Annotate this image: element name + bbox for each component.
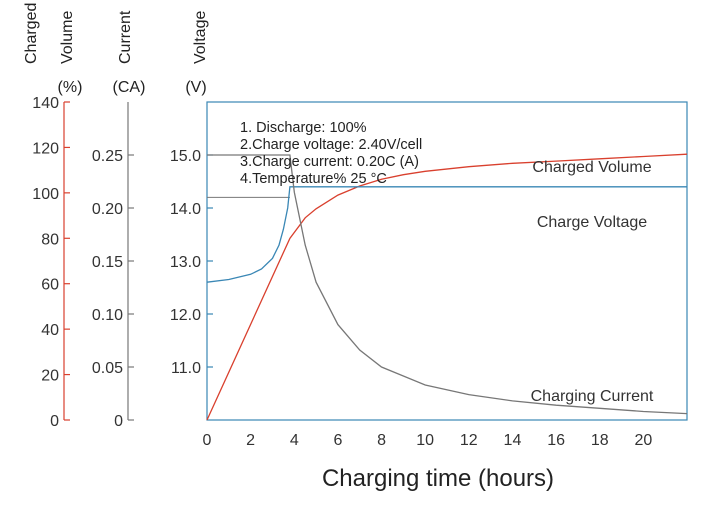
plot-frame (206, 101, 688, 421)
voltage-axis: 11.0 12.0 13.0 14.0 15.0 (170, 148, 213, 377)
x-axis: 0 2 4 6 8 10 12 14 16 18 20 (203, 432, 653, 449)
x-tick-label: 8 (377, 432, 386, 449)
series-layer (206, 153, 688, 421)
volume-axis: 0 20 40 60 80 100 120 140 (32, 95, 70, 430)
voltage-axis-title: (V) (185, 79, 206, 96)
annotation-line: 3.Charge current: 0.20C (A) (240, 154, 419, 170)
volume-tick-label: 140 (32, 95, 59, 112)
x-tick-label: 12 (460, 432, 478, 449)
voltage-tick-label: 15.0 (170, 148, 201, 165)
volume-tick-label: 40 (41, 322, 59, 339)
charging-current-line (207, 154, 688, 415)
axes-layer: 02040608010012014000.050.100.150.200.251… (32, 95, 652, 449)
x-tick-label: 16 (547, 432, 565, 449)
charge-voltage-line (206, 186, 687, 283)
volume-axis-title: (%) (58, 79, 83, 96)
volume-tick-label: 60 (41, 277, 59, 294)
plot-frame-layer (206, 101, 688, 421)
current-tick-label: 0.25 (92, 148, 123, 165)
volume-tick-label: 120 (32, 140, 59, 157)
x-tick-label: 18 (591, 432, 609, 449)
x-tick-label: 20 (634, 432, 652, 449)
voltage-tick-label: 13.0 (170, 254, 201, 271)
current-tick-label: 0.20 (92, 201, 123, 218)
charged-volume-label: Charged Volume (532, 159, 651, 176)
x-tick-label: 10 (416, 432, 434, 449)
x-axis-title: Charging time (hours) (322, 465, 554, 492)
volume-tick-label: 20 (41, 368, 59, 385)
current-axis-title: Current (117, 10, 134, 64)
current-axis-title: (CA) (113, 79, 146, 96)
volume-tick-label: 80 (41, 231, 59, 248)
annotation-line: 4.Temperature% 25 °C (240, 171, 387, 187)
x-tick-label: 14 (504, 432, 522, 449)
x-tick-label: 4 (290, 432, 299, 449)
x-tick-label: 6 (333, 432, 342, 449)
voltage-tick-label: 12.0 (170, 307, 201, 324)
voltage-tick-label: 14.0 (170, 201, 201, 218)
x-tick-label: 2 (246, 432, 255, 449)
annotation-line: 2.Charge voltage: 2.40V/cell (240, 137, 422, 153)
volume-tick-label: 100 (32, 186, 59, 203)
charge-voltage-label: Charge Voltage (537, 214, 647, 231)
volume-axis-title: Volume (59, 11, 76, 64)
volume-axis-title: Charged (23, 3, 40, 64)
x-tick-label: 0 (203, 432, 212, 449)
voltage-axis-title: Voltage (192, 11, 209, 64)
voltage-tick-label: 11.0 (171, 360, 201, 377)
charging-current-label: Charging Current (531, 388, 654, 405)
annotation-line: 1. Discharge: 100% (240, 120, 367, 136)
volume-tick-label: 0 (50, 413, 59, 430)
current-tick-label: 0.10 (92, 307, 123, 324)
current-axis: 0 0.05 0.10 0.15 0.20 0.25 (92, 102, 134, 430)
current-tick-label: 0.05 (92, 360, 123, 377)
charged-volume-line (206, 153, 688, 421)
current-tick-label: 0.15 (92, 254, 123, 271)
labels-layer: Charged Volume (%) Current (CA) Voltage (V) Cha… (23, 3, 654, 492)
current-tick-label: 0 (114, 413, 123, 430)
